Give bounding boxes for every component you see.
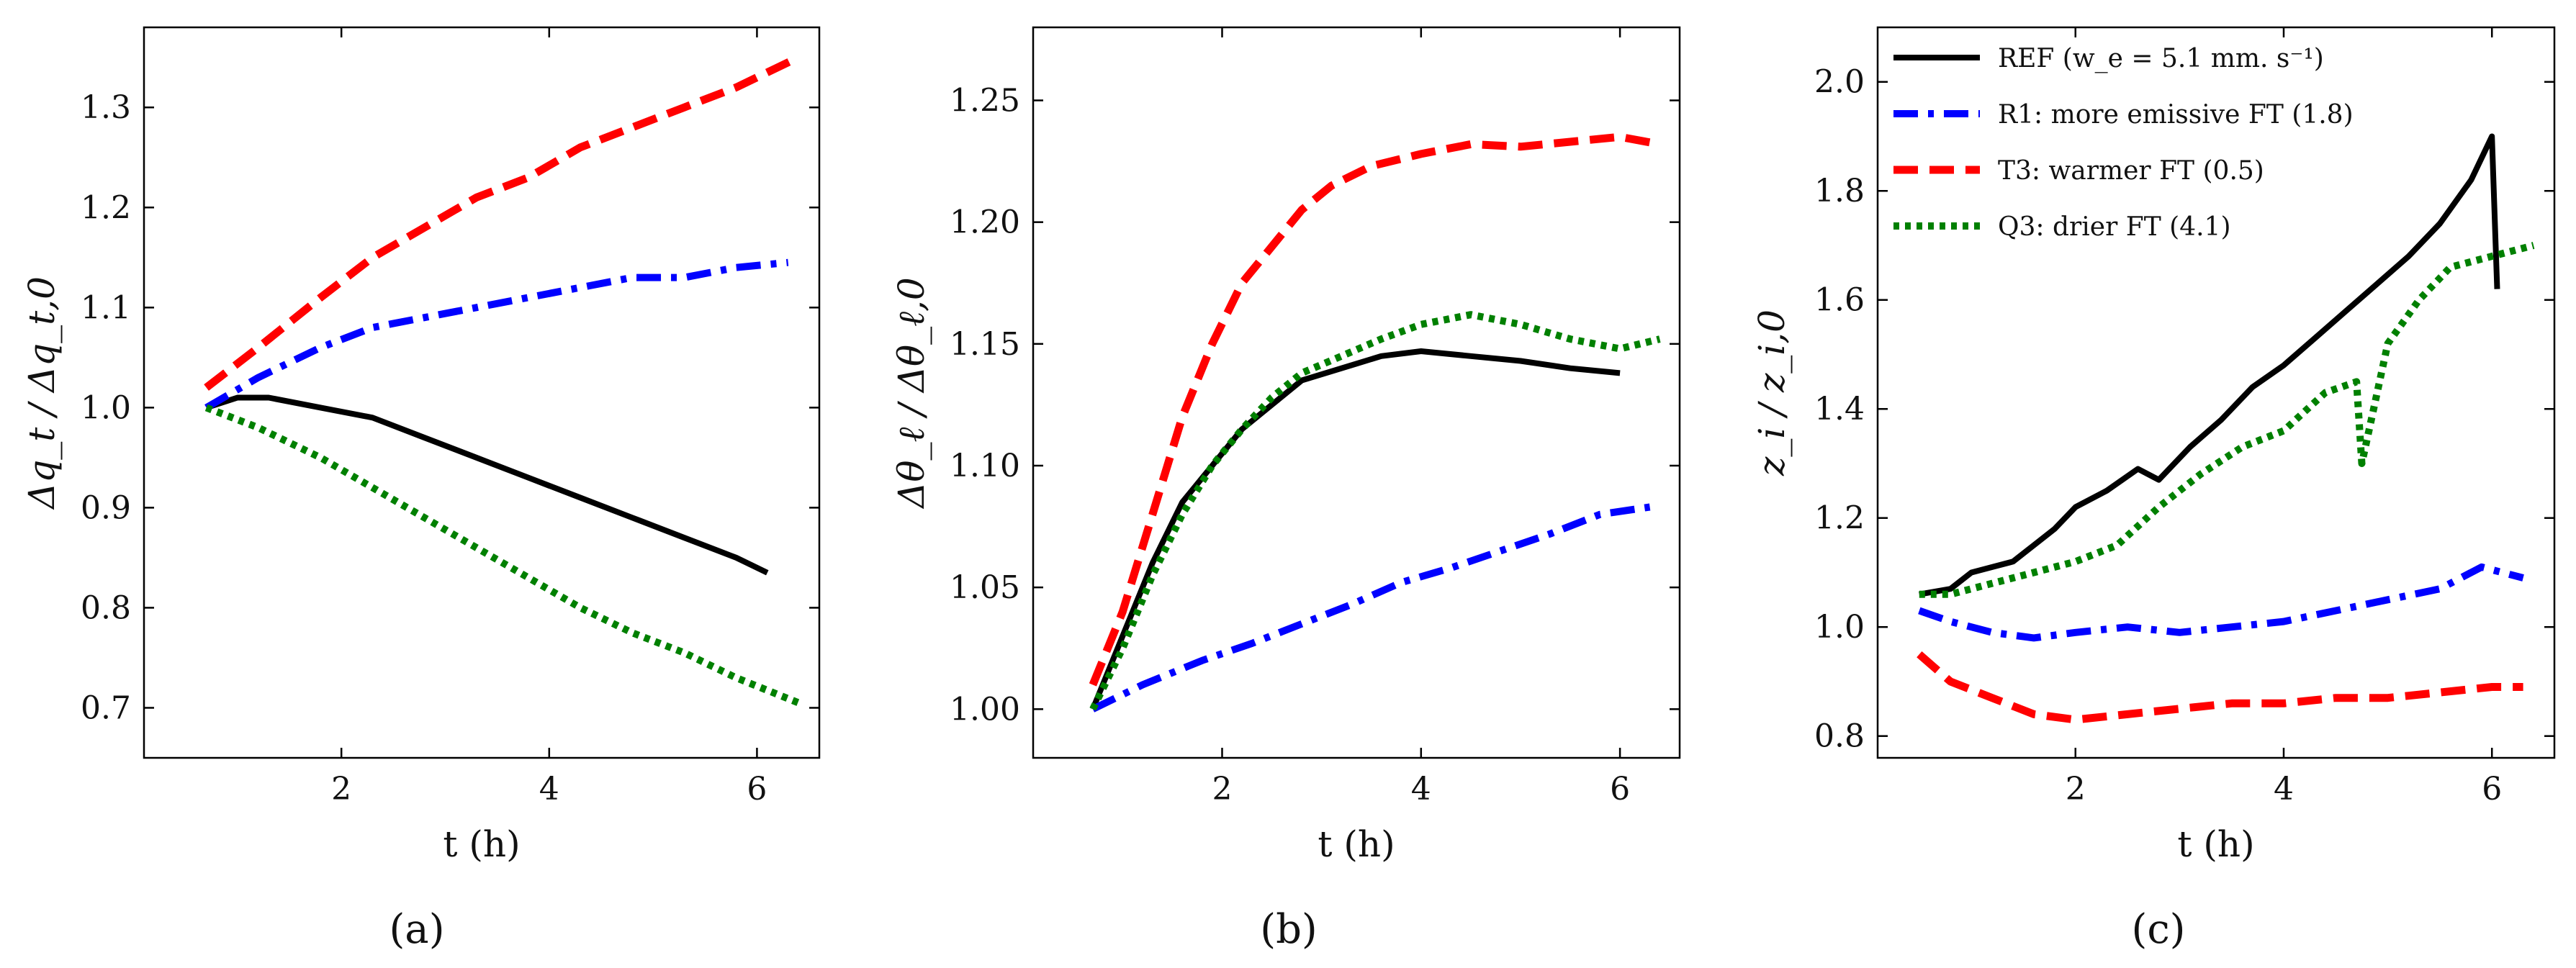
legend-entry-label: Q3: drier FT (4.1) xyxy=(1998,212,2231,242)
y-tick-label: 1.8 xyxy=(1814,173,1865,209)
series-line-ref xyxy=(1090,348,1621,710)
y-tick-label: 1.0 xyxy=(1814,609,1865,646)
x-tick-label: 4 xyxy=(2274,771,2294,808)
y-tick-label: 1.25 xyxy=(950,83,1020,119)
series-line-r1 xyxy=(1091,503,1651,713)
series-line-t3 xyxy=(1089,132,1661,687)
series-line-ref xyxy=(1919,133,2500,597)
y-tick-label: 1.05 xyxy=(950,569,1020,606)
series-line-t3 xyxy=(1917,651,2523,724)
x-axis-label: t (h) xyxy=(1318,823,1395,865)
y-axis-label: z_i / z_i,0 xyxy=(1751,309,1793,476)
x-tick-label: 4 xyxy=(539,771,559,808)
series-line-q3 xyxy=(1089,311,1661,711)
y-tick-label: 1.3 xyxy=(81,89,131,126)
y-tick-label: 1.6 xyxy=(1814,282,1865,319)
legend-entry-label: REF (w_e = 5.1 mm. s⁻¹) xyxy=(1998,44,2324,73)
x-tick-label: 6 xyxy=(2482,771,2502,808)
x-axis-label: t (h) xyxy=(443,823,520,865)
y-tick-label: 2.0 xyxy=(1814,64,1865,101)
series-line-t3 xyxy=(204,53,801,391)
x-tick-label: 2 xyxy=(331,771,351,808)
panel-label: (c) xyxy=(2131,906,2185,953)
x-tick-label: 4 xyxy=(1411,771,1431,808)
plot-frame xyxy=(143,26,821,759)
y-tick-label: 0.8 xyxy=(81,589,131,626)
y-tick-label: 1.2 xyxy=(81,189,131,226)
y-tick-label: 1.4 xyxy=(1814,391,1865,428)
legend: REF (w_e = 5.1 mm. s⁻¹) R1: more emissive… xyxy=(1893,44,2354,242)
chart-panel-3: 2 4 6 0.8 1.0 1.2 1.4 1.6 1.8 2.0 t (h) z_i / z_i,0… xyxy=(1751,26,2556,953)
legend-entry-label: R1: more emissive FT (1.8) xyxy=(1998,100,2354,130)
chart-panel-1: 2 4 6 0.7 0.8 0.9 1.0 1.1 1.2 1.3 t (h) Δq_t / Δq_t… xyxy=(21,26,821,953)
x-axis-label: t (h) xyxy=(2177,823,2254,865)
plot-frame xyxy=(1032,26,1681,759)
panel-label: (b) xyxy=(1260,906,1318,953)
chart-panel-2: 2 4 6 1.00 1.05 1.10 1.15 1.20 1.25 t (h) Δθ_ℓ / Δ… xyxy=(891,26,1681,953)
series-line-r1 xyxy=(204,258,789,411)
y-tick-label: 0.7 xyxy=(81,689,131,726)
y-tick-label: 1.1 xyxy=(81,289,131,326)
legend-entry-label: T3: warmer FT (0.5) xyxy=(1998,156,2264,186)
y-tick-label: 0.9 xyxy=(81,489,131,526)
y-tick-label: 1.20 xyxy=(950,204,1020,241)
x-tick-label: 2 xyxy=(1212,771,1232,808)
series-line-r1 xyxy=(1918,563,2524,642)
y-axis-label: Δθ_ℓ / Δθ_ℓ,0 xyxy=(891,277,932,509)
y-tick-label: 1.10 xyxy=(950,448,1020,484)
y-tick-label: 1.0 xyxy=(81,389,131,426)
series-line-q3 xyxy=(1919,242,2535,598)
x-tick-label: 6 xyxy=(1610,771,1630,808)
series-line-q3 xyxy=(204,404,800,707)
plot-frame xyxy=(1876,26,2556,759)
y-tick-label: 1.00 xyxy=(950,691,1020,728)
y-tick-label: 1.15 xyxy=(950,326,1020,363)
y-tick-label: 0.8 xyxy=(1814,718,1865,755)
x-tick-label: 2 xyxy=(2066,771,2086,808)
y-axis-label: Δq_t / Δq_t,0 xyxy=(21,276,63,510)
series-line-ref xyxy=(205,394,769,576)
y-tick-label: 1.2 xyxy=(1814,500,1865,537)
x-tick-label: 6 xyxy=(747,771,767,808)
panel-label: (a) xyxy=(389,906,444,953)
